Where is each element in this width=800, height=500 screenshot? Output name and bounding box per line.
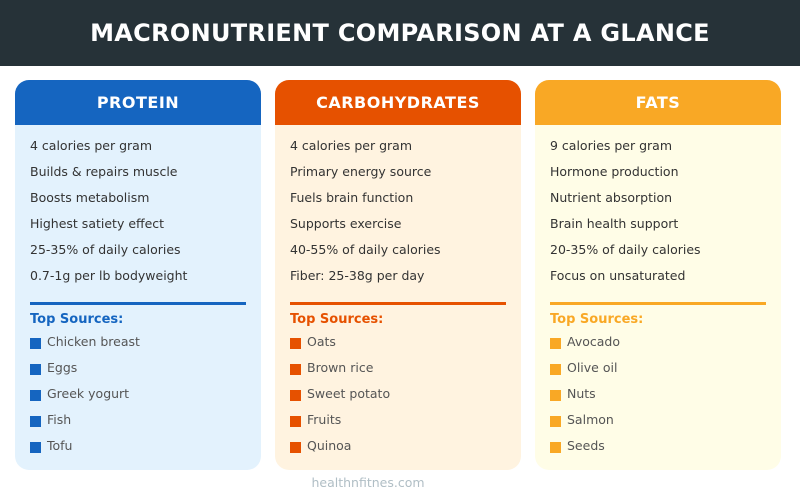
- source-item: Sweet potato: [290, 385, 390, 411]
- source-item: Brown rice: [290, 359, 390, 385]
- fact-item: Boosts metabolism: [30, 190, 150, 205]
- source-item: Greek yogurt: [30, 385, 140, 411]
- source-item: Fruits: [290, 411, 390, 437]
- source-item: Nuts: [550, 385, 620, 411]
- fact-item: Nutrient absorption: [550, 190, 673, 205]
- source-item: Olive oil: [550, 359, 620, 385]
- source-item: Quinoa: [290, 437, 390, 463]
- facts-list: 4 calories per gram Primary energy source…: [290, 137, 441, 293]
- source-item: Tofu: [30, 437, 140, 463]
- fact-item: 9 calories per gram: [550, 138, 673, 153]
- fact-item: 4 calories per gram: [290, 138, 413, 153]
- card-protein: PROTEIN 4 calories per gram Builds & repai…: [15, 80, 261, 470]
- divider: [550, 302, 766, 305]
- square-bullet-icon: [550, 442, 561, 453]
- fact-item: Highest satiety effect: [30, 216, 165, 231]
- fact-item: Brain health support: [550, 216, 679, 231]
- fact-item: Builds & repairs muscle: [30, 164, 178, 179]
- source-label: Tofu: [47, 438, 73, 453]
- card-carbohydrates: CARBOHYDRATES 4 calories per gram Primary …: [275, 80, 521, 470]
- source-label: Salmon: [567, 412, 614, 427]
- square-bullet-icon: [550, 338, 561, 349]
- fact-item: 4 calories per gram: [30, 138, 153, 153]
- card-header: PROTEIN: [15, 80, 261, 125]
- sources-list: Avocado Olive oil Nuts Salmon Seeds: [550, 333, 620, 463]
- fact-item: 0.7-1g per lb bodyweight: [30, 268, 188, 283]
- square-bullet-icon: [30, 416, 41, 427]
- source-label: Avocado: [567, 334, 620, 349]
- source-label: Fruits: [307, 412, 342, 427]
- fact-item: Fuels brain function: [290, 190, 414, 205]
- source-item: Eggs: [30, 359, 140, 385]
- source-label: Olive oil: [567, 360, 618, 375]
- source-item: Salmon: [550, 411, 620, 437]
- fact-item: Focus on unsaturated: [550, 268, 686, 283]
- source-label: Sweet potato: [307, 386, 391, 401]
- source-item: Chicken breast: [30, 333, 140, 359]
- square-bullet-icon: [30, 338, 41, 349]
- square-bullet-icon: [30, 390, 41, 401]
- divider: [290, 302, 506, 305]
- square-bullet-icon: [290, 364, 301, 375]
- source-label: Chicken breast: [47, 334, 140, 349]
- source-label: Fish: [47, 412, 72, 427]
- square-bullet-icon: [290, 338, 301, 349]
- card-header: FATS: [535, 80, 781, 125]
- card-header: CARBOHYDRATES: [275, 80, 521, 125]
- source-label: Nuts: [567, 386, 596, 401]
- source-label: Eggs: [47, 360, 78, 375]
- fact-item: 40-55% of daily calories: [290, 242, 441, 257]
- fact-item: Hormone production: [550, 164, 679, 179]
- sources-list: Oats Brown rice Sweet potato Fruits Quinoa: [290, 333, 390, 463]
- facts-list: 4 calories per gram Builds & repairs musc…: [30, 137, 187, 293]
- sources-list: Chicken breast Eggs Greek yogurt Fish Tofu: [30, 333, 140, 463]
- square-bullet-icon: [290, 416, 301, 427]
- footer-credit: healthnfitnes.com: [311, 475, 425, 490]
- source-label: Seeds: [567, 438, 605, 453]
- top-sources-label: Top Sources:: [30, 312, 124, 327]
- square-bullet-icon: [290, 390, 301, 401]
- source-item: Oats: [290, 333, 390, 359]
- facts-list: 9 calories per gram Hormone production Nut…: [550, 137, 701, 293]
- fact-item: 25-35% of daily calories: [30, 242, 181, 257]
- fact-item: Primary energy source: [290, 164, 432, 179]
- top-sources-label: Top Sources:: [550, 312, 644, 327]
- source-item: Fish: [30, 411, 140, 437]
- square-bullet-icon: [30, 442, 41, 453]
- source-label: Oats: [307, 334, 336, 349]
- square-bullet-icon: [290, 442, 301, 453]
- card-fats: FATS 9 calories per gram Hormone productio…: [535, 80, 781, 470]
- divider: [30, 302, 246, 305]
- square-bullet-icon: [30, 364, 41, 375]
- source-label: Quinoa: [307, 438, 352, 453]
- fact-item: Fiber: 25-38g per day: [290, 268, 425, 283]
- fact-item: 20-35% of daily calories: [550, 242, 701, 257]
- square-bullet-icon: [550, 390, 561, 401]
- source-item: Avocado: [550, 333, 620, 359]
- source-item: Seeds: [550, 437, 620, 463]
- square-bullet-icon: [550, 416, 561, 427]
- top-sources-label: Top Sources:: [290, 312, 384, 327]
- page-title: MACRONUTRIENT COMPARISON AT A GLANCE: [0, 0, 800, 66]
- square-bullet-icon: [550, 364, 561, 375]
- fact-item: Supports exercise: [290, 216, 402, 231]
- source-label: Brown rice: [307, 360, 374, 375]
- source-label: Greek yogurt: [47, 386, 130, 401]
